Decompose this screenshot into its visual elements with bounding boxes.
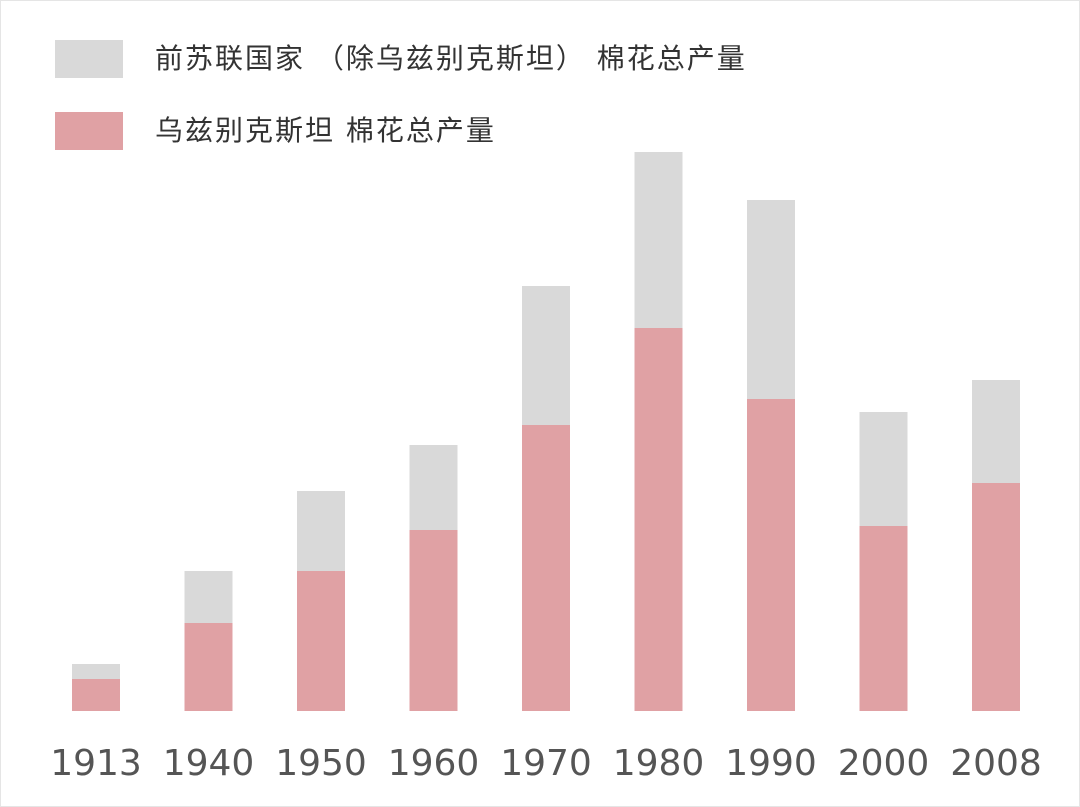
bar-segment [859, 526, 908, 711]
bar-segment [72, 664, 120, 679]
bar-segment [72, 679, 120, 711]
bar-segment [634, 152, 683, 328]
bar-segment [747, 200, 795, 399]
x-tick-label: 1960 [388, 743, 480, 784]
bar-segment [859, 412, 908, 526]
bar-segment [409, 445, 458, 530]
x-tick-label: 1990 [725, 743, 817, 784]
x-tick-label: 1950 [275, 743, 367, 784]
x-tick-label: 2008 [950, 743, 1042, 784]
bar-segment [972, 380, 1020, 483]
x-tick-label: 1970 [500, 743, 592, 784]
x-tick-label: 2000 [838, 743, 930, 784]
bar-segment [747, 399, 795, 711]
bar-segment [522, 425, 570, 711]
bar-segment [522, 286, 570, 425]
bar-segment [409, 530, 458, 711]
bar-segment [634, 328, 683, 711]
legend-swatch [55, 40, 123, 78]
x-tick-label: 1940 [163, 743, 255, 784]
bar-segment [184, 571, 233, 623]
bar-segment [297, 491, 345, 571]
x-tick-label: 1980 [613, 743, 705, 784]
bar-segment [184, 623, 233, 711]
bar-segment [972, 483, 1020, 711]
x-tick-label: 1913 [50, 743, 142, 784]
legend-swatch [55, 112, 123, 150]
legend-label: 前苏联国家 （除乌兹别克斯坦） 棉花总产量 [155, 42, 747, 75]
bar-segment [297, 571, 345, 711]
legend-label: 乌兹别克斯坦 棉花总产量 [155, 114, 496, 147]
